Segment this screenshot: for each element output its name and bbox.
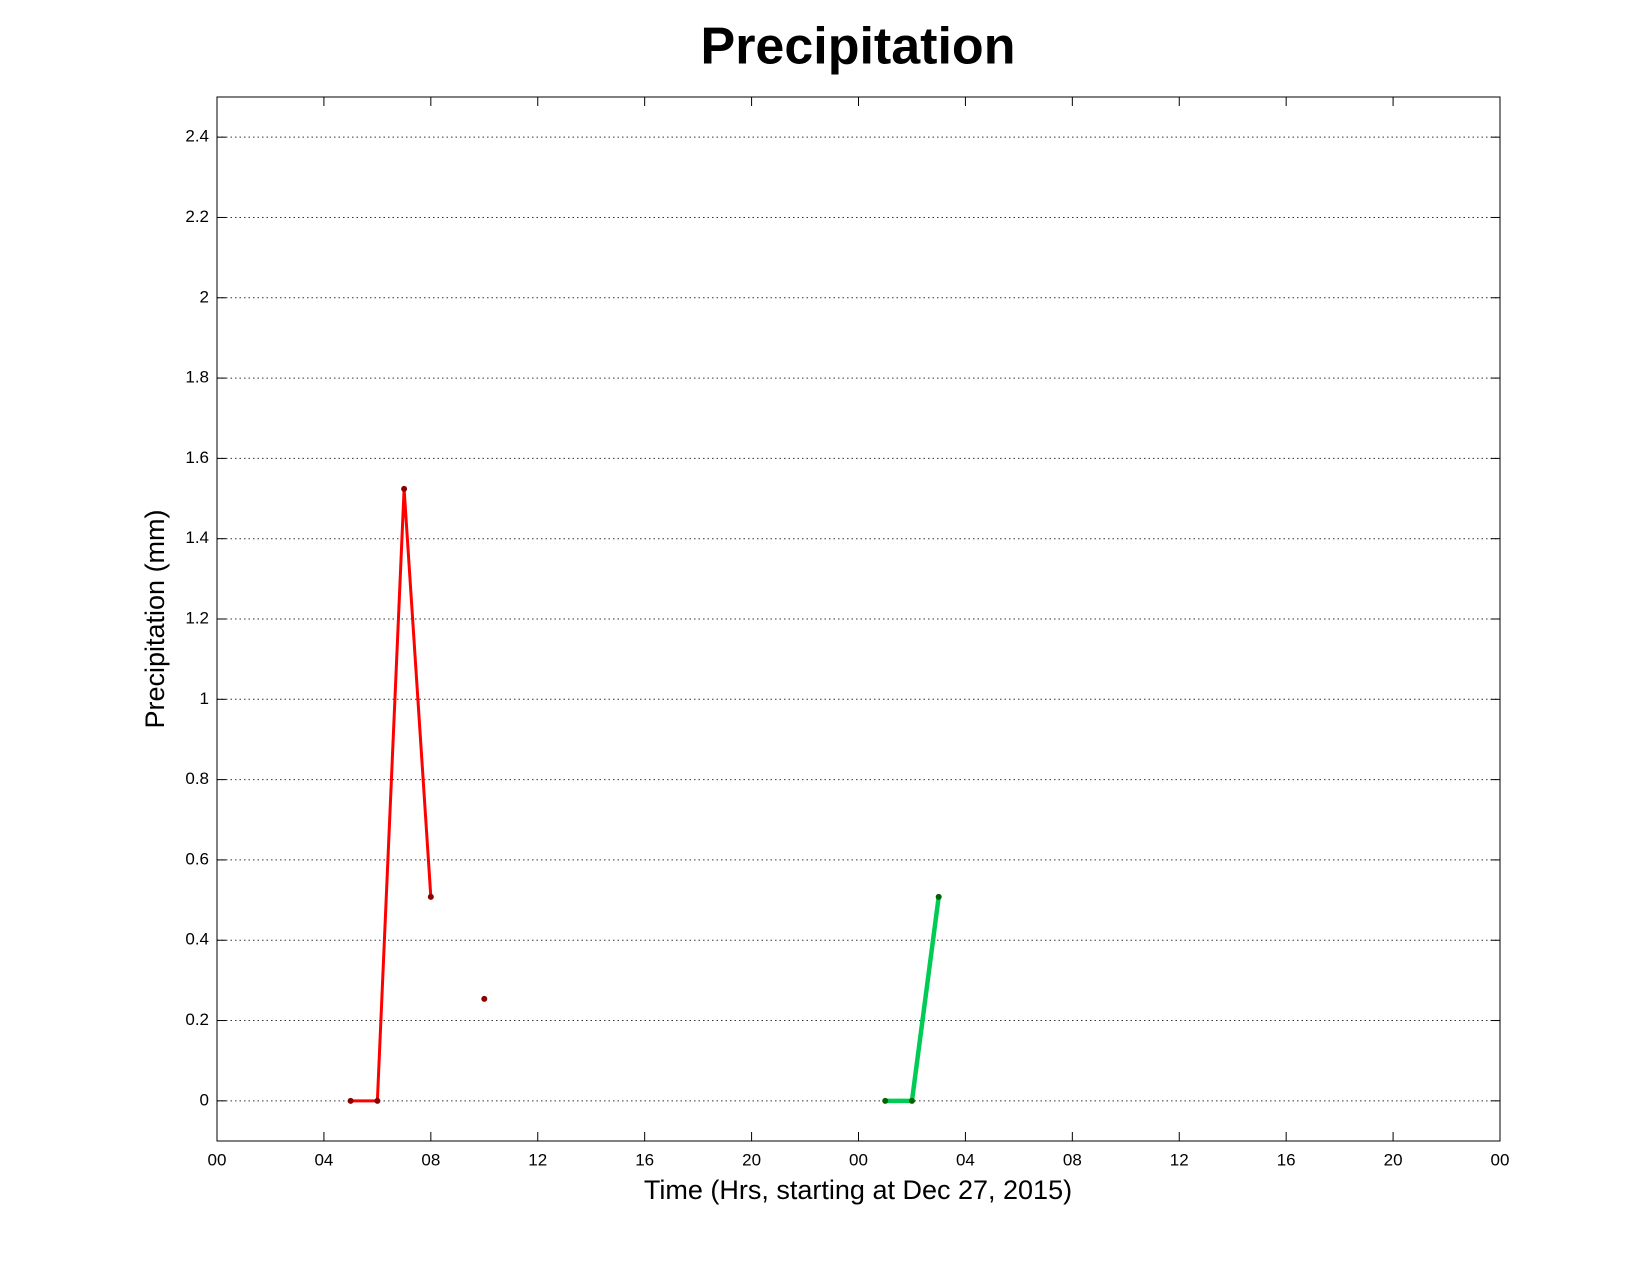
chart-title: Precipitation [701,18,1016,76]
y-tick-label: 1.6 [185,448,209,467]
y-tick-label: 0.8 [185,769,209,788]
x-tick-label: 00 [1491,1150,1510,1169]
y-tick-label: 1.8 [185,368,209,387]
y-tick-label: 1 [200,689,209,708]
y-tick-label: 0 [200,1090,209,1109]
x-tick-label: 20 [1384,1150,1403,1169]
data-point [427,893,434,900]
x-tick-label: 04 [314,1150,333,1169]
x-tick-label: 12 [528,1150,547,1169]
x-tick-label: 00 [849,1150,868,1169]
plot-frame [216,96,1501,1142]
data-point [882,1097,889,1104]
x-tick-label: 20 [742,1150,761,1169]
y-tick-label: 0.2 [185,1010,209,1029]
x-tick-label: 08 [421,1150,440,1169]
y-tick-label: 2.2 [185,207,209,226]
data-point [481,995,488,1002]
data-point [935,893,942,900]
y-tick-label: 1.4 [185,528,209,547]
y-axis-label: Precipitation (mm) [140,509,170,728]
x-tick-label: 00 [208,1150,227,1169]
y-tick-label: 1.2 [185,608,209,627]
y-tick-label: 2.4 [185,127,209,146]
y-tick-label: 0.6 [185,849,209,868]
data-point [374,1097,381,1104]
x-axis-label: Time (Hrs, starting at Dec 27, 2015) [644,1175,1072,1205]
data-point [908,1097,915,1104]
x-tick-label: 16 [1277,1150,1296,1169]
x-tick-label: 04 [956,1150,975,1169]
y-tick-label: 0.4 [185,930,209,949]
data-point [401,485,408,492]
x-tick-label: 16 [635,1150,654,1169]
x-tick-label: 12 [1170,1150,1189,1169]
x-tick-label: 08 [1063,1150,1082,1169]
data-point [347,1097,354,1104]
y-tick-label: 2 [200,287,209,306]
